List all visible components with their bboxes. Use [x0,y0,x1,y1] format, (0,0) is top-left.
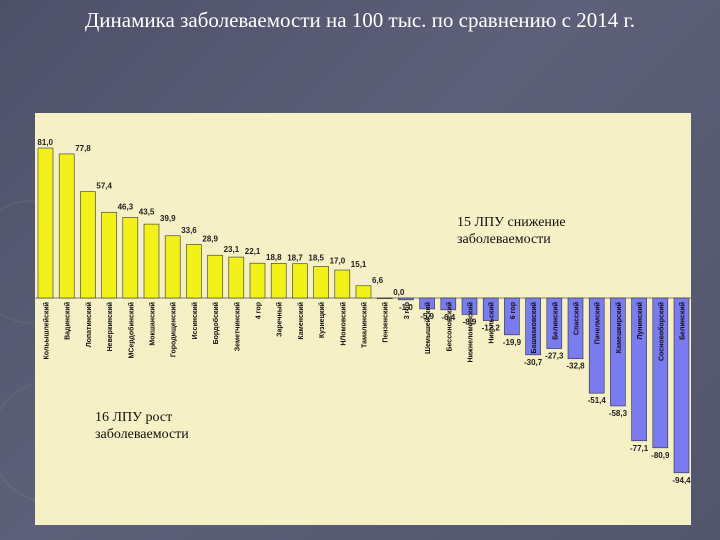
category-label-11: Заречный [276,302,284,337]
value-label-29: -80,9 [651,451,670,460]
bar-7 [186,244,202,299]
value-label-1: 77,8 [75,144,91,153]
bar-chart: 81,0 Кольышлейский 77,8 Вадинский 57,4 Лопати… [35,138,691,485]
value-label-10: 18,8 [266,253,282,262]
category-label-3: Неверкинский [106,302,114,351]
category-label-5: Мокшанский [149,302,157,346]
value-label-15: 6,6 [372,276,384,285]
category-label-23: Башмаковский [530,302,538,354]
category-label-16: Пензенский [382,302,390,343]
bar-3 [101,211,117,299]
category-label-27: Камешкирский [615,302,623,353]
value-label-2: 57,4 [96,182,112,191]
category-label-13: Кузнецкий [318,302,326,338]
value-label-20: -8,9 [463,317,477,326]
bar-30 [673,297,690,474]
category-label-29: Сосновоборский [657,302,665,361]
bar-14 [334,269,351,299]
value-label-12: 18,5 [308,254,324,263]
bar-0 [37,147,54,299]
value-label-25: -32,8 [566,362,585,371]
category-label-17: 3 гор [404,302,411,319]
bar-25 [567,297,584,360]
category-label-2: Лопатинский [85,302,93,347]
value-label-17: -1,0 [399,303,413,312]
bar-12 [292,263,308,299]
category-label-18: Шемышейский [424,302,432,354]
category-label-26: Пачелмский [594,302,602,344]
category-label-28: Лунинский [636,302,644,340]
slide-title: Динамика заболеваемости на 100 тыс. по с… [84,8,635,32]
category-label-19: Бессоновский [445,302,453,352]
value-label-5: 39,9 [160,214,176,223]
bar-1 [58,153,75,299]
value-label-16: 0,0 [393,288,405,297]
bar-18 [419,297,435,310]
category-label-7: Иссинский [191,302,199,339]
category-label-10: 4 гор [256,302,263,319]
value-label-11: 18,7 [287,253,303,262]
bar-11 [270,263,287,299]
bar-10 [249,262,266,299]
bar-13 [313,266,329,299]
value-label-7: 28,9 [202,234,218,243]
value-label-30: -94,4 [672,476,691,485]
category-label-15: Тамалинский [361,302,369,348]
value-label-8: 23,1 [224,245,240,254]
bar-29 [652,297,669,449]
bar-2 [80,191,96,299]
value-label-19: -6,4 [441,313,455,322]
value-label-26: -51,4 [588,396,607,405]
bar-15 [355,285,372,299]
category-label-6: Городищенский [170,302,178,357]
value-label-18: -5,9 [420,312,434,321]
category-label-20: Нижнеломовский [467,302,475,362]
annotation-decrease: 15 ЛПУ снижение заболеваемости [457,215,566,247]
annotation-increase: 16 ЛПУ рост заболеваемости [95,410,189,442]
category-label-1: Вадинский [64,302,72,340]
value-label-9: 22,1 [245,247,261,256]
bar-5 [143,223,160,299]
bar-4 [122,217,139,299]
value-label-13: 17,0 [330,257,346,266]
bar-16 [376,297,393,299]
value-label-6: 33,6 [181,226,197,235]
category-label-24: Белинский [551,302,559,340]
bar-6 [164,235,181,299]
value-label-28: -77,1 [630,444,649,453]
bar-17 [398,297,414,301]
value-label-23: -30,7 [524,358,543,367]
bar-24 [546,297,563,349]
category-label-22: 6 гор [510,302,517,319]
value-label-27: -58,3 [609,409,628,418]
bar-21 [482,297,499,321]
category-label-0: Кольышлейский [43,302,51,360]
value-label-4: 43,5 [139,207,155,216]
value-label-14: 15,1 [351,260,367,269]
bar-27 [610,297,626,407]
value-label-21: -12,2 [482,324,501,333]
category-label-9: Земетчинский [233,302,241,351]
bar-26 [588,297,605,394]
value-label-3: 46,3 [118,202,134,211]
chart-panel: 81,0 Кольышлейский 77,8 Вадинский 57,4 Лопати… [35,113,691,525]
category-label-30: Белинский [679,302,687,340]
bar-19 [440,297,457,311]
bar-9 [228,256,245,299]
category-label-12: Каменский [297,302,305,340]
bar-28 [631,297,647,442]
value-label-24: -27,3 [545,352,564,361]
value-label-22: -19,9 [503,338,522,347]
category-label-8: Бордобский [212,302,220,344]
bar-22 [504,297,520,336]
bar-20 [461,297,478,315]
bar-8 [207,254,223,299]
category-label-25: Спасский [573,302,581,335]
category-label-14: НЛомовский [339,302,347,346]
value-label-0: 81,0 [37,138,53,147]
category-label-4: МСердобинский [127,302,135,358]
category-label-21: Никольский [488,302,496,344]
bar-23 [525,297,541,356]
